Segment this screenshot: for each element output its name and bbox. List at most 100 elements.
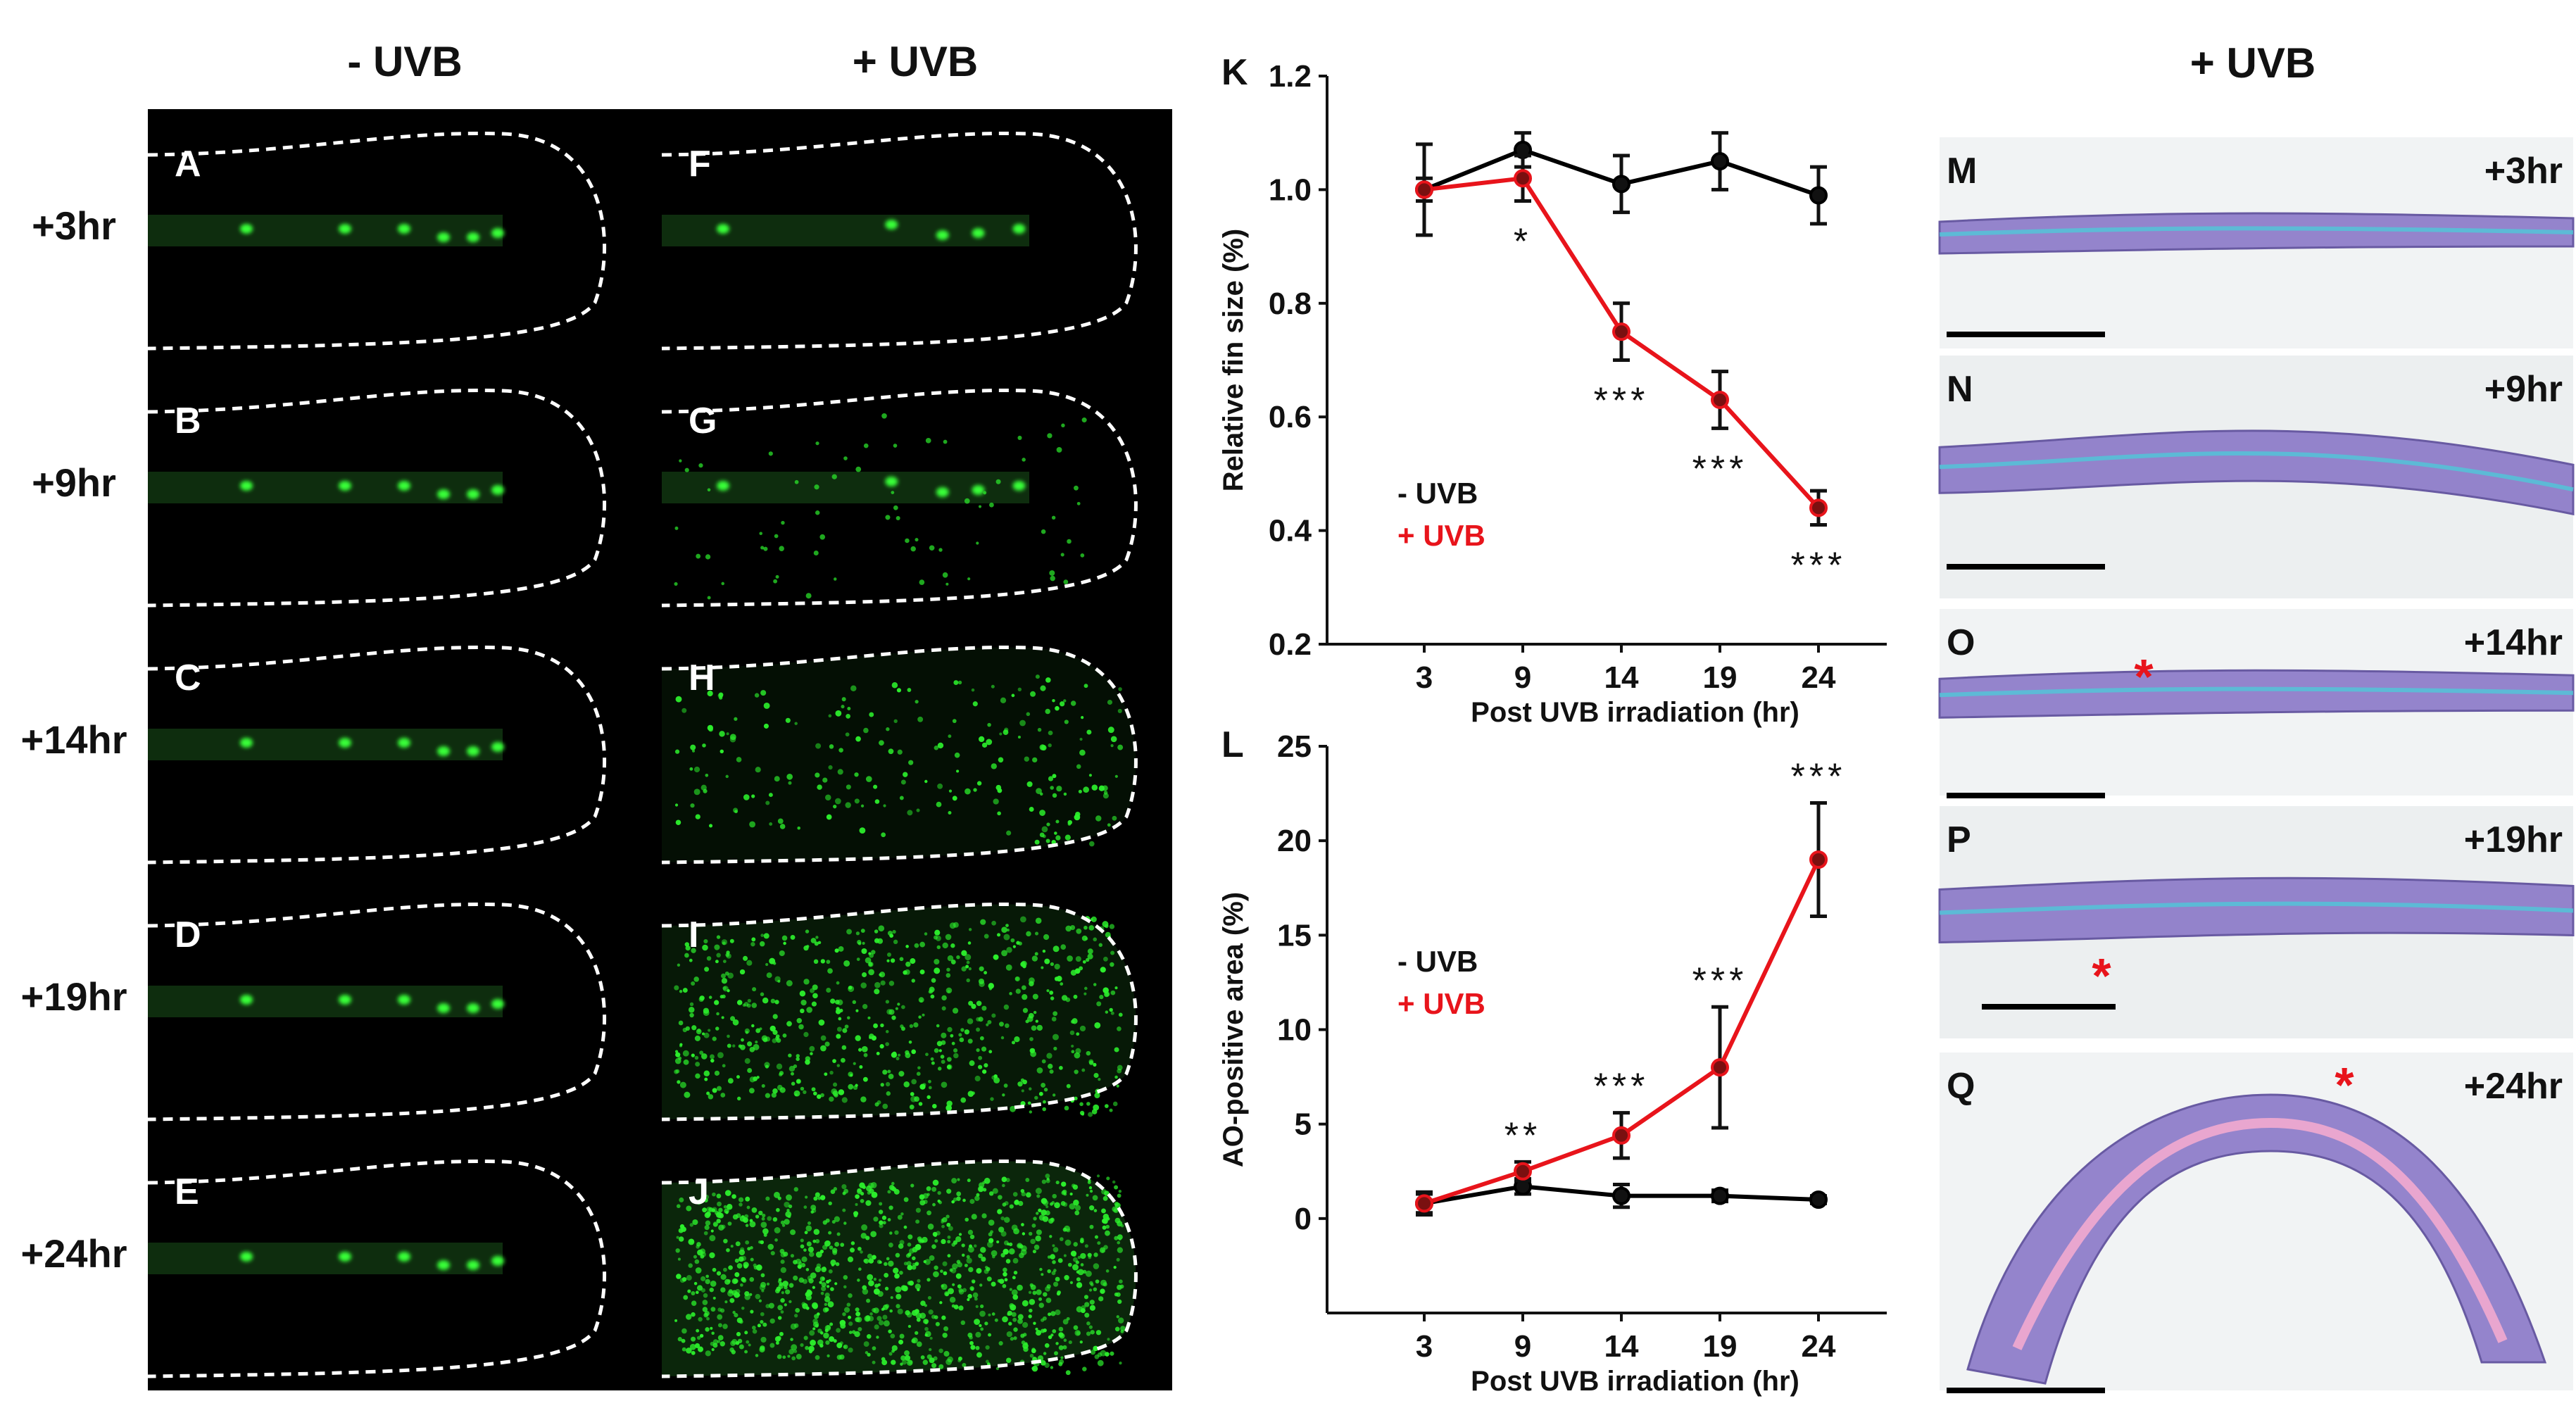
ao-speck [810,1339,816,1346]
ao-speck [755,767,761,773]
ao-speck [951,1200,955,1204]
ao-speck [910,958,916,965]
fluorescent-cell [717,481,729,491]
ao-speck [947,1254,951,1258]
ao-speck [1063,1193,1067,1196]
ao-speck [930,994,935,999]
fin-outline [661,1160,1138,1378]
ao-speck [725,774,729,779]
ao-speck [915,1283,921,1290]
ao-speck [1120,1329,1124,1333]
fluorescent-cell [885,477,898,486]
ao-speck [815,1355,820,1360]
ao-speck [1054,1202,1060,1209]
ao-speck [1049,570,1055,576]
ao-speck [818,1019,825,1026]
ao-speck [1110,736,1117,743]
ao-speck [976,1268,982,1274]
significance-marker: *** [1791,757,1847,798]
ao-speck [828,1231,832,1235]
ao-speck [1058,1345,1064,1350]
ao-speck [790,1072,794,1076]
ao-speck [723,1267,727,1272]
histology-time-label: +24hr [2464,1066,2563,1107]
ao-speck [851,1330,856,1334]
ao-speck [938,1364,944,1369]
ao-speck [834,798,841,805]
ao-speck [907,688,912,692]
ao-speck [973,1244,977,1248]
histology-panel-label: O [1947,622,1975,663]
ao-speck [859,827,866,834]
ao-speck [890,1186,896,1191]
ao-speck [705,1211,711,1217]
ao-speck [755,1214,760,1219]
ao-speck [929,989,934,994]
ao-speck [880,980,886,986]
ao-speck [920,1300,926,1307]
ao-speck [838,945,844,952]
ao-speck [727,989,730,993]
ao-speck [762,1322,767,1327]
ao-speck [723,1205,727,1209]
ao-speck [1011,693,1015,698]
ao-speck [879,740,884,746]
ao-speck [1005,964,1012,971]
ao-speck [775,1034,780,1038]
ao-speck [775,574,779,579]
ao-speck [936,936,941,941]
ao-speck [823,1332,829,1339]
ao-speck [874,988,880,995]
ao-speck [1036,1289,1042,1295]
ao-speck [896,688,902,693]
red-asterisk: * [2092,948,2111,1003]
ao-speck [691,981,696,986]
ao-speck [763,1233,767,1237]
ao-speck [868,1280,874,1287]
ao-speck [891,681,898,689]
x-tick-label: 3 [1416,1329,1433,1364]
ao-speck [974,1075,981,1082]
ao-speck [867,1253,873,1259]
ao-speck [736,1317,743,1324]
ao-speck [972,1292,979,1298]
ao-speck [1120,1326,1126,1331]
ao-speck [868,969,874,976]
ao-speck [1055,1309,1061,1316]
ao-speck [751,1207,758,1213]
ao-speck [999,1022,1004,1027]
ao-speck [699,1050,704,1055]
ao-speck [705,1274,710,1278]
fluorescent-cell [491,228,504,238]
ao-speck [796,1017,803,1024]
ao-speck [1013,1336,1017,1340]
ao-speck [760,1345,765,1351]
ao-speck [952,1263,958,1269]
ao-speck [735,1340,740,1345]
ao-speck [703,1293,708,1298]
ao-speck [822,1277,825,1281]
ao-speck [812,1303,818,1309]
ao-speck [1030,691,1036,697]
ao-speck [703,1032,710,1038]
ao-speck [886,959,890,962]
ao-speck [831,1220,836,1224]
ao-speck [710,1307,716,1312]
ao-speck [1049,1235,1053,1238]
tissue-core [1939,901,2574,915]
ao-speck [1045,838,1050,843]
ao-speck [824,1328,829,1333]
ao-speck [980,1247,986,1253]
fin-outline [147,389,606,608]
ao-speck [918,997,924,1003]
ao-speck [833,804,837,809]
data-point [1711,152,1729,171]
ao-speck [734,1292,740,1298]
ao-speck [956,1196,961,1201]
ao-speck [793,1275,798,1281]
ao-speck [886,1091,891,1096]
ao-speck [917,1288,920,1292]
ao-speck [1095,1330,1102,1336]
ao-speck [917,1066,921,1070]
ao-speck [734,1313,739,1318]
